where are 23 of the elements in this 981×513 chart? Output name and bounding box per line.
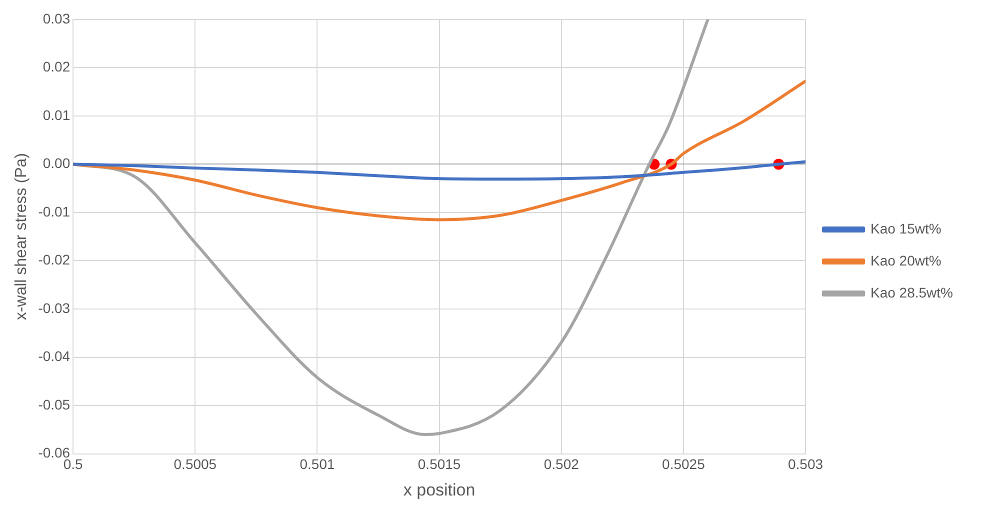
x-axis-title: x position [403, 480, 476, 500]
y-tick-label: 0.00 [42, 155, 70, 172]
y-axis-title: x-wall shear stress (Pa) [13, 153, 30, 320]
y-tick-label: 0.01 [42, 106, 70, 123]
x-tick-label: 0.503 [788, 456, 824, 472]
x-tick-label: 0.5005 [174, 456, 217, 472]
y-tick-label: 0.03 [42, 10, 70, 26]
y-tick-label: -0.02 [38, 252, 70, 268]
x-tick-label: 0.5 [63, 456, 84, 472]
y-tick-label: -0.05 [38, 396, 70, 412]
x-tick-label: 0.5025 [662, 456, 706, 472]
line-series [73, 80, 806, 222]
x-tick-label: 0.5015 [418, 456, 461, 472]
legend-label: Kao 15wt% [870, 220, 942, 236]
line-series [73, 160, 806, 181]
y-tick-label: -0.04 [38, 348, 70, 364]
legend-label: Kao 20wt% [870, 252, 942, 268]
x-tick-label: 0.501 [300, 456, 335, 472]
legend-label: Kao 28.5wt% [870, 284, 954, 300]
x-tick-label: 0.502 [544, 456, 580, 472]
y-tick-label: 0.02 [42, 58, 70, 75]
y-tick-label: -0.01 [38, 203, 70, 220]
y-tick-label: -0.03 [38, 300, 70, 316]
